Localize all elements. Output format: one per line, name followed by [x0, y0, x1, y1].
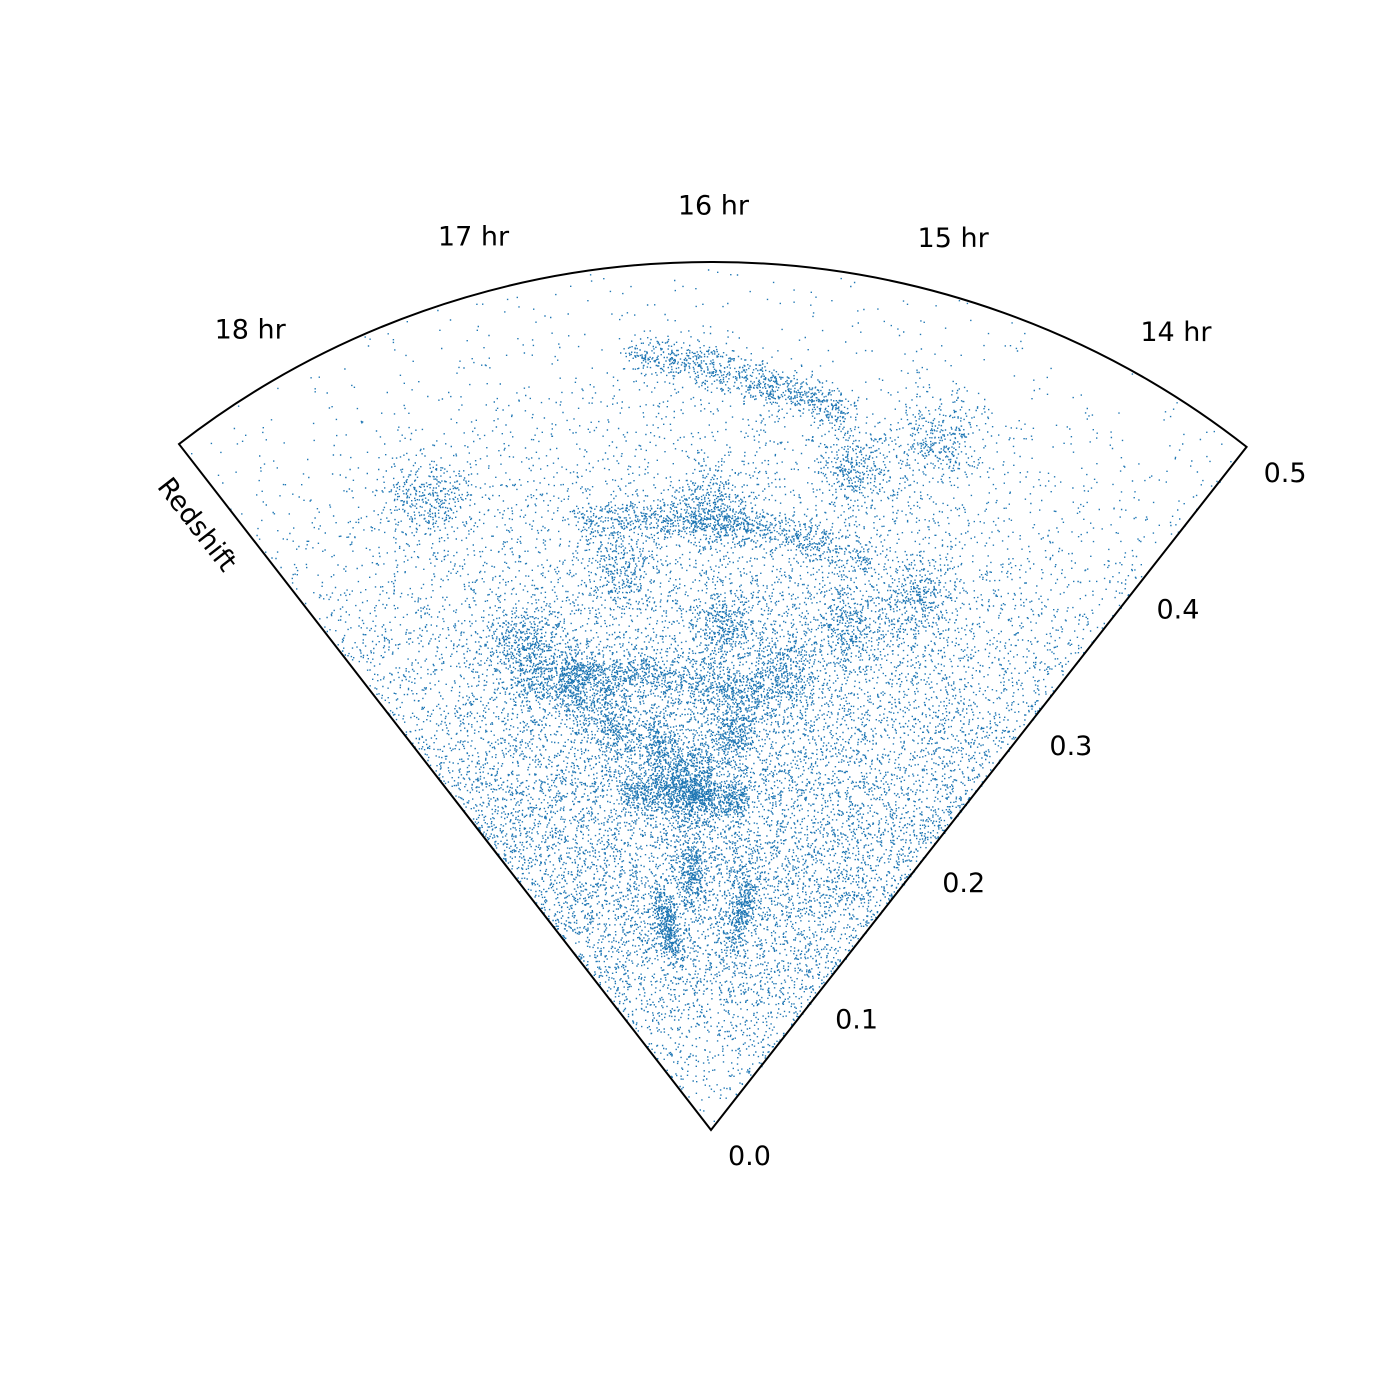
- angular-tick-label: 17 hr: [438, 222, 510, 253]
- radial-tick-label: 0.0: [728, 1141, 771, 1172]
- radial-tick-labels: 0.0 0.1 0.2 0.3 0.4 0.5: [728, 458, 1307, 1172]
- angular-tick-label: 16 hr: [678, 190, 750, 221]
- galaxy-points-layer: [191, 269, 1232, 1122]
- radial-tick-label: 0.3: [1049, 731, 1092, 762]
- angular-tick-labels: 14 hr 15 hr 16 hr 17 hr 18 hr: [215, 190, 1213, 348]
- radial-tick-label: 0.2: [942, 868, 985, 899]
- angular-tick-label: 14 hr: [1140, 317, 1212, 348]
- galaxy-points: [191, 269, 1232, 1122]
- angular-tick-label: 15 hr: [918, 223, 990, 254]
- radial-axis-title: Redshift: [151, 472, 243, 578]
- radial-tick-label: 0.5: [1264, 458, 1307, 489]
- radial-tick-label: 0.1: [835, 1004, 878, 1035]
- radial-tick-label: 0.4: [1157, 595, 1200, 626]
- angular-tick-label: 18 hr: [215, 315, 287, 346]
- wedge-outline: [177, 261, 1249, 1132]
